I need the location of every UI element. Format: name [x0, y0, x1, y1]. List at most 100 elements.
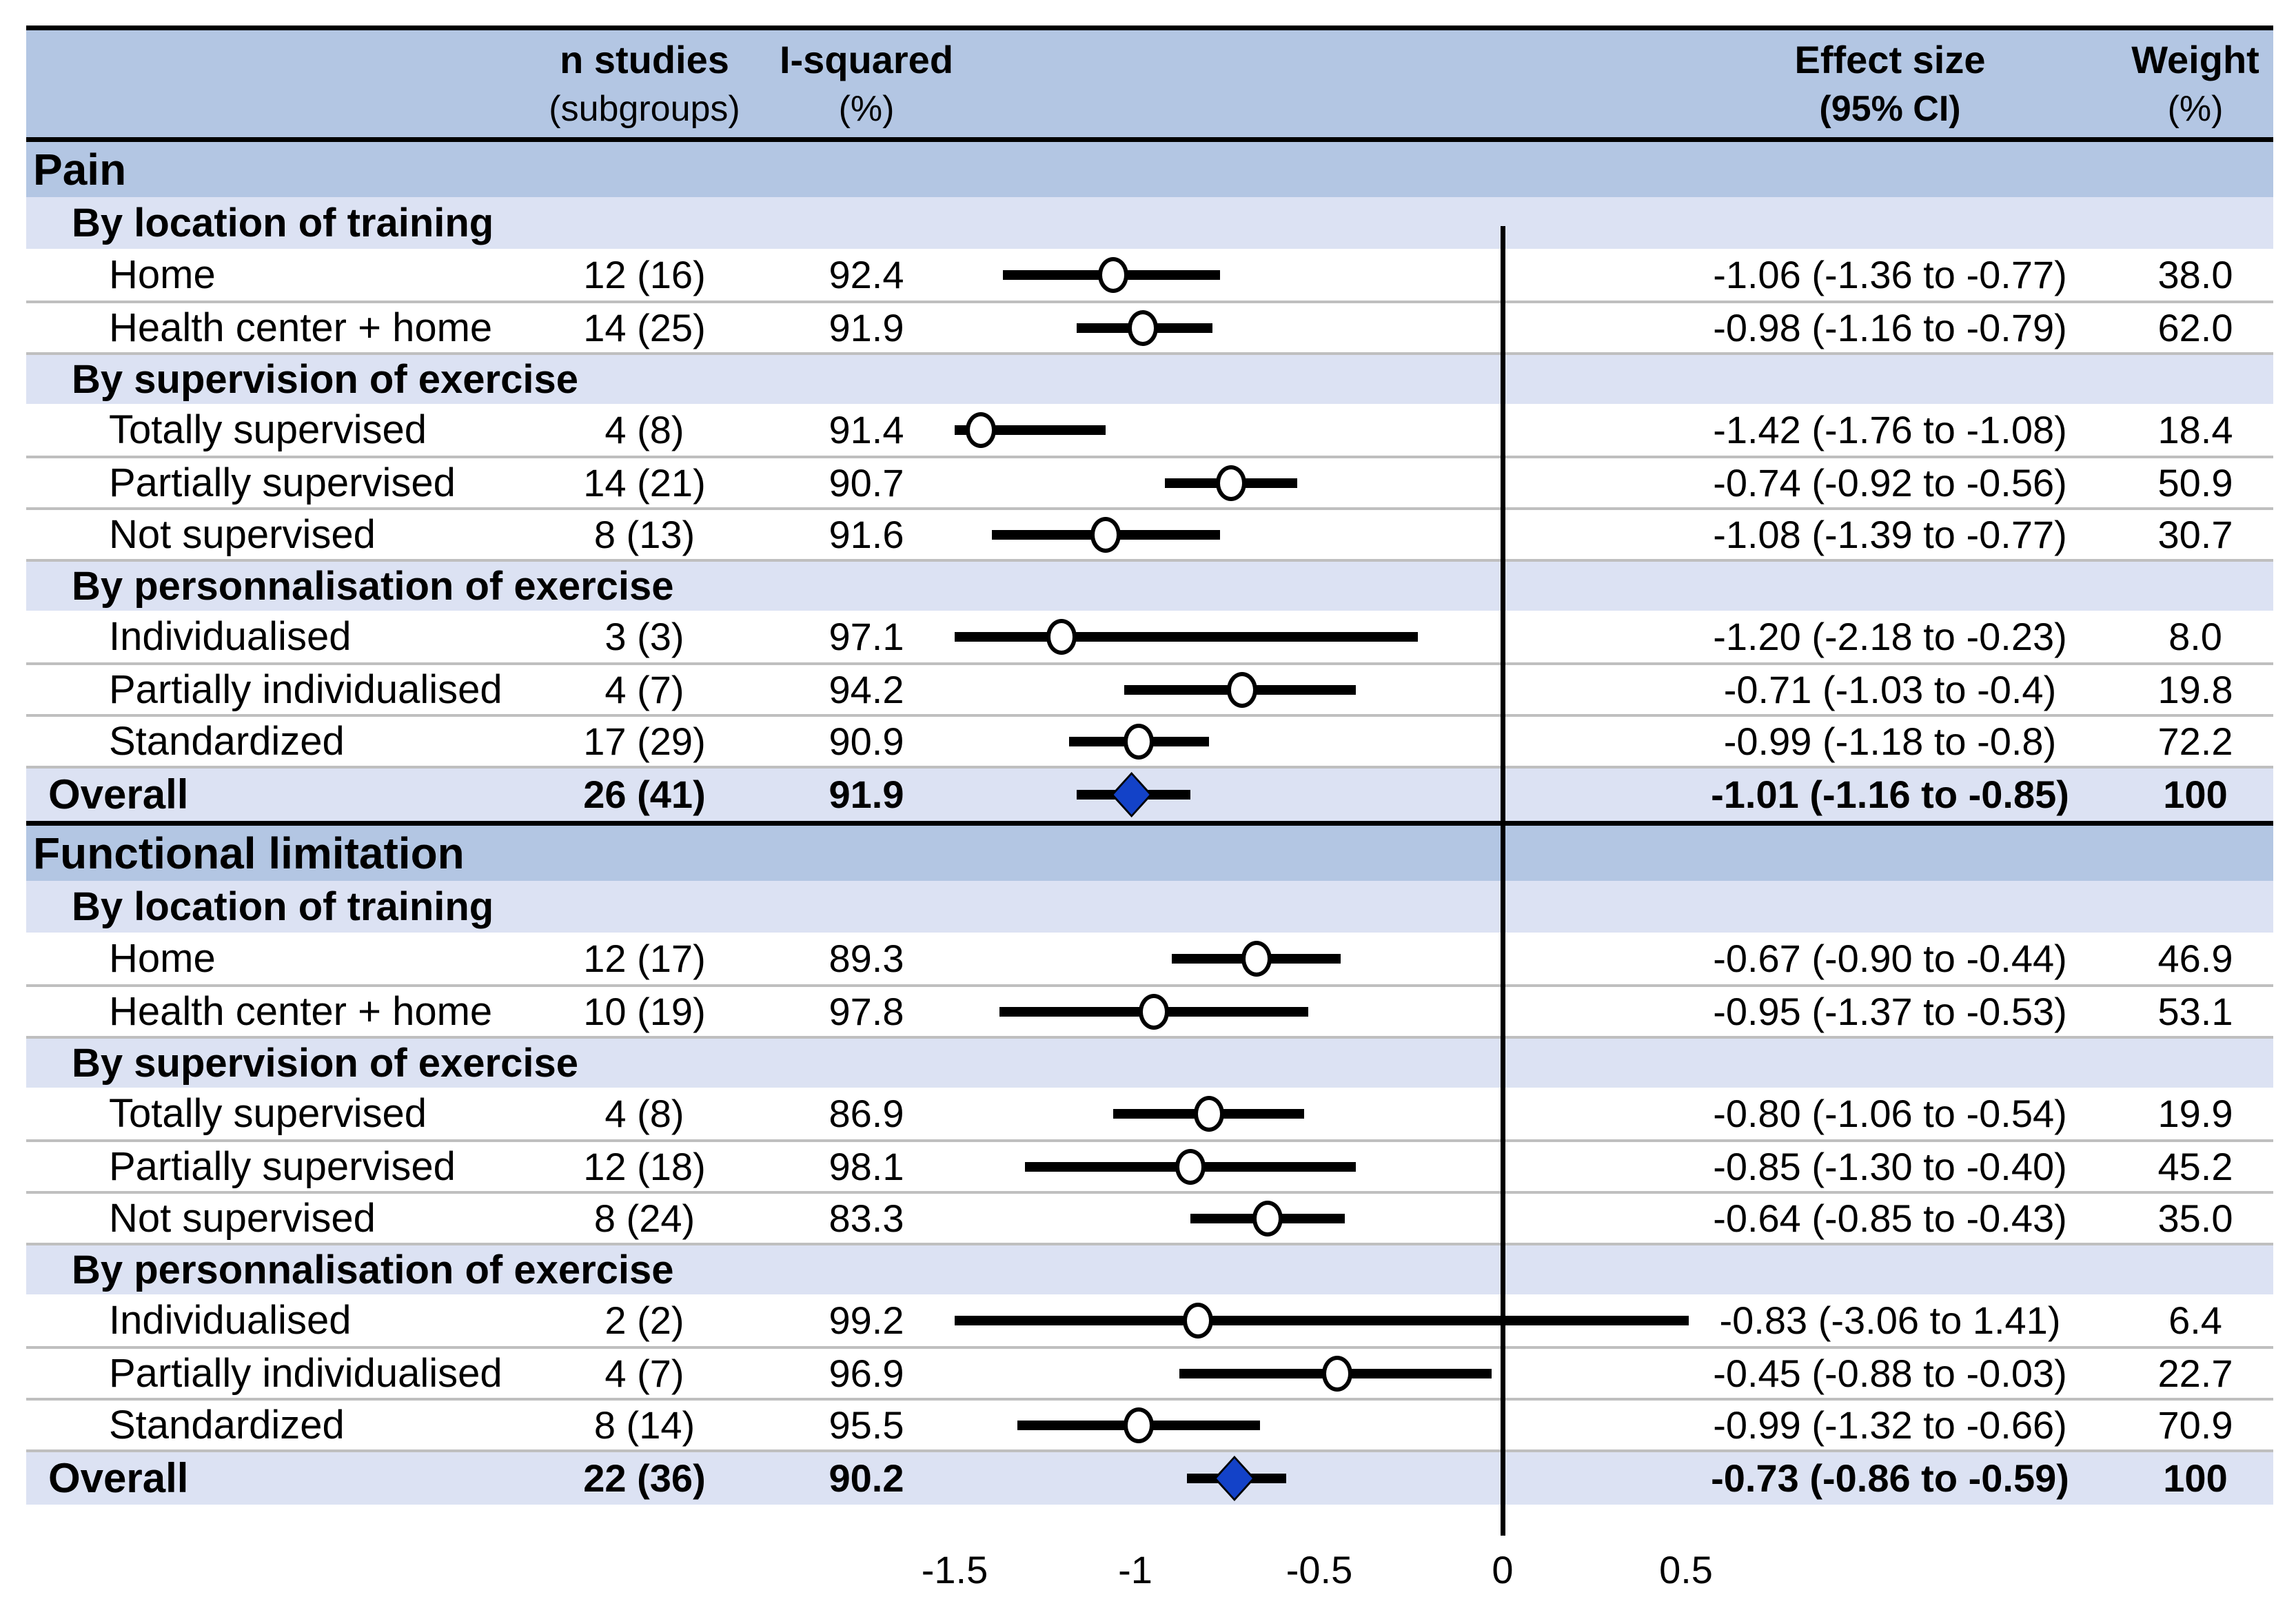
table-row: Not supervised 8 (13) 91.6 -1.08 (-1.39 to … [26, 507, 2273, 559]
table-row-label: Totally supervised [109, 407, 427, 452]
n-studies-value: 8 (14) [593, 1403, 695, 1447]
group-header-row-label: By location of training [72, 884, 494, 929]
effect-size-value: -0.98 (-1.16 to -0.79) [1713, 305, 2067, 349]
table-row-label: Home [109, 935, 216, 981]
i-squared-value: 97.1 [829, 614, 904, 658]
effect-size-value: -0.99 (-1.32 to -0.66) [1713, 1403, 2067, 1447]
i-squared-value: 97.8 [829, 989, 904, 1033]
overall-diamond-fill [1216, 1458, 1252, 1498]
x-axis-tick-label: 0 [1492, 1548, 1514, 1591]
column-header-i-squared: I-squared (%) [763, 30, 970, 137]
i-squared-value: 92.4 [829, 252, 904, 296]
n-studies-value: 8 (13) [593, 512, 695, 556]
header-bottom-border [26, 137, 2273, 142]
i-squared-value: 99.2 [829, 1298, 904, 1342]
group-header-row-label: By location of training [72, 200, 494, 245]
table-row: Individualised 3 (3) 97.1 -1.20 (-2.18 to -… [26, 611, 2273, 662]
effect-size-value: -0.74 (-0.92 to -0.56) [1713, 460, 2067, 505]
weight-value: 6.4 [2168, 1298, 2222, 1342]
i-squared-value: 94.2 [829, 667, 904, 711]
group-header-row: By location of training [26, 881, 2273, 933]
n-studies-value: 8 (24) [593, 1196, 695, 1240]
point-estimate-marker [1252, 1200, 1283, 1236]
weight-value: 30.7 [2157, 512, 2233, 556]
i-squared-value: 98.1 [829, 1144, 904, 1188]
effect-size-value: -0.64 (-0.85 to -0.43) [1713, 1196, 2067, 1240]
i-squared-value: 91.6 [829, 512, 904, 556]
table-row: Partially individualised 4 (7) 96.9 -0.45 (… [26, 1346, 2273, 1398]
effect-size-value: -0.71 (-1.03 to -0.4) [1723, 667, 2057, 711]
table-row: Partially supervised 12 (18) 98.1 -0.85 (-1… [26, 1139, 2273, 1191]
point-estimate-marker [966, 411, 997, 448]
n-studies-value: 26 (41) [583, 773, 706, 816]
table-row: Totally supervised 4 (8) 86.9 -0.80 (-1.06 … [26, 1088, 2273, 1139]
weight-value: 46.9 [2157, 936, 2233, 980]
x-axis: -1.5 -1 -0.5 0 0.5 [0, 1547, 2296, 1602]
n-studies-value: 4 (7) [605, 667, 684, 711]
weight-value: 72.2 [2157, 719, 2233, 763]
ci-line [955, 631, 1419, 642]
section-header-row-label: Pain [33, 145, 127, 194]
table-row: Individualised 2 (2) 99.2 -0.83 (-3.06 to 1… [26, 1294, 2273, 1346]
i-squared-value: 91.4 [829, 407, 904, 451]
point-estimate-marker [1175, 1148, 1206, 1185]
zero-reference-line [1501, 226, 1505, 1536]
group-header-row-label: By personnalisation of exercise [72, 563, 674, 609]
table-row: Partially supervised 14 (21) 90.7 -0.74 (-0… [26, 456, 2273, 507]
overall-row-label: Overall [48, 771, 189, 817]
n-studies-value: 14 (21) [583, 460, 706, 505]
table-body: Pain By location of training Home 12 (16) 92… [26, 142, 2273, 1505]
n-studies-value: 3 (3) [605, 614, 684, 658]
table-top-border [26, 26, 2273, 30]
table-header-row: n studies (subgroups) I-squared (%) Effe… [26, 30, 2273, 137]
table-row-label: Home [109, 252, 216, 297]
group-header-row-label: By supervision of exercise [72, 356, 578, 402]
n-studies-value: 4 (8) [605, 407, 684, 451]
weight-value: 100 [2163, 773, 2228, 816]
column-header-effect-size: Effect size (95% CI) [1683, 30, 2097, 137]
i-squared-value: 89.3 [829, 936, 904, 980]
table-row-label: Individualised [109, 1297, 352, 1343]
column-header-n-studies-line2: (subgroups) [549, 88, 740, 129]
i-squared-value: 90.7 [829, 460, 904, 505]
n-studies-value: 4 (7) [605, 1351, 684, 1395]
point-estimate-marker [1124, 1407, 1155, 1443]
n-studies-value: 12 (16) [583, 252, 706, 296]
point-estimate-marker [1090, 516, 1121, 553]
point-estimate-marker [1322, 1355, 1353, 1392]
table-row-label: Standardized [109, 718, 345, 764]
effect-size-value: -1.08 (-1.39 to -0.77) [1713, 512, 2067, 556]
point-estimate-marker [1193, 1095, 1224, 1132]
weight-value: 70.9 [2157, 1403, 2233, 1447]
table-row-label: Partially supervised [109, 460, 456, 505]
effect-size-value: -0.73 (-0.86 to -0.59) [1711, 1456, 2069, 1500]
n-studies-value: 14 (25) [583, 305, 706, 349]
column-header-weight-line1: Weight [2131, 38, 2259, 82]
forest-plot-table: n studies (subgroups) I-squared (%) Effe… [26, 26, 2273, 1505]
column-header-effect-size-line1: Effect size [1794, 38, 1986, 82]
weight-value: 45.2 [2157, 1144, 2233, 1188]
ci-line [955, 1315, 1689, 1325]
table-row: Standardized 17 (29) 90.9 -0.99 (-1.18 to -… [26, 714, 2273, 766]
table-row-label: Not supervised [109, 511, 376, 557]
point-estimate-marker [1124, 723, 1155, 760]
effect-size-value: -1.01 (-1.16 to -0.85) [1711, 773, 2069, 816]
weight-value: 35.0 [2157, 1196, 2233, 1240]
weight-value: 8.0 [2168, 614, 2222, 658]
table-row: Home 12 (17) 89.3 -0.67 (-0.90 to -0.44) 46.… [26, 933, 2273, 984]
section-header-row: Pain [26, 142, 2273, 197]
column-header-weight: Weight (%) [2109, 30, 2282, 137]
effect-size-value: -0.83 (-3.06 to 1.41) [1719, 1298, 2061, 1342]
column-header-i-squared-line1: I-squared [779, 38, 954, 82]
x-axis-tick-label: -1 [1118, 1548, 1152, 1591]
table-row: Health center + home 14 (25) 91.9 -0.98 (-1… [26, 301, 2273, 352]
table-row-label: Partially individualised [109, 1350, 502, 1396]
overall-diamond-marker [1110, 772, 1152, 817]
n-studies-value: 10 (19) [583, 989, 706, 1033]
table-row-label: Individualised [109, 613, 352, 659]
group-header-row: By personnalisation of exercise [26, 1243, 2273, 1294]
table-row-label: Not supervised [109, 1195, 376, 1241]
effect-size-value: -0.99 (-1.18 to -0.8) [1723, 719, 2057, 763]
weight-value: 50.9 [2157, 460, 2233, 505]
